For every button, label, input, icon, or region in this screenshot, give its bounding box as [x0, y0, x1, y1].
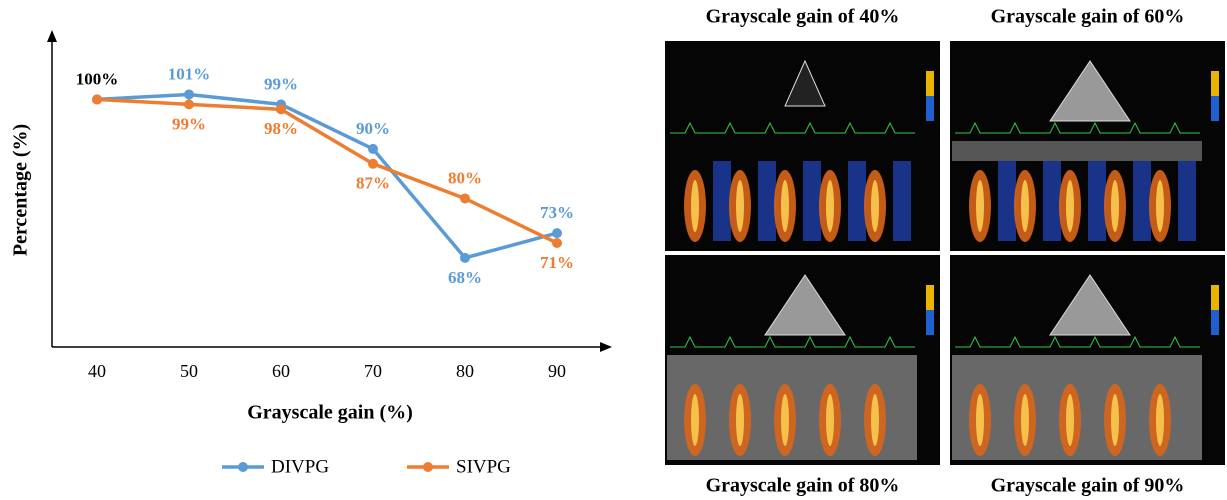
point: [184, 89, 194, 100]
value-label: 73%: [540, 203, 574, 222]
doppler-core: [691, 180, 699, 232]
blue-flow: [803, 161, 821, 241]
y-axis-label: Percentage (%): [10, 124, 32, 256]
x-arrow: [600, 342, 612, 352]
colorbar-low: [1211, 96, 1219, 121]
point: [276, 104, 286, 115]
point: [368, 143, 378, 154]
sector: [1049, 60, 1131, 122]
point: [552, 238, 562, 249]
value-label: 99%: [264, 74, 298, 93]
point: [552, 228, 562, 239]
doppler-core: [1066, 394, 1074, 446]
doppler-core: [976, 394, 984, 446]
mmode-gray: [952, 141, 1202, 161]
point: [460, 193, 470, 204]
value-label: 87%: [356, 174, 390, 193]
x-tick-label: 70: [364, 361, 382, 381]
blue-flow: [848, 161, 866, 241]
point: [460, 252, 470, 263]
panel-title: Grayscale gain of 80%: [706, 475, 900, 497]
point: [92, 94, 102, 105]
panel-title: Grayscale gain of 90%: [991, 475, 1185, 497]
value-label: 98%: [264, 119, 298, 138]
sector: [764, 274, 846, 336]
blue-flow: [998, 161, 1016, 241]
x-tick-label: 90: [548, 361, 566, 381]
ecg: [670, 121, 915, 134]
x-tick-label: 80: [456, 361, 474, 381]
doppler-core: [976, 180, 984, 232]
doppler-core: [871, 394, 879, 446]
panel-title: Grayscale gain of 60%: [991, 6, 1185, 28]
legend-label: SIVPG: [456, 456, 511, 477]
ecg: [955, 121, 1200, 134]
sector: [784, 59, 826, 107]
doppler-core: [1111, 394, 1119, 446]
doppler-core: [1066, 180, 1074, 232]
doppler-core: [691, 394, 699, 446]
value-label: 71%: [540, 253, 574, 272]
doppler-core: [871, 180, 879, 232]
y-arrow: [47, 30, 57, 42]
series-line: [96, 92, 558, 260]
blue-flow: [1178, 161, 1196, 241]
x-axis-label: Grayscale gain (%): [247, 402, 413, 424]
legend-marker: [423, 462, 433, 472]
blue-flow: [1088, 161, 1106, 241]
legend-label: DIVPG: [271, 456, 329, 477]
doppler-core: [1156, 180, 1164, 232]
ecg: [955, 335, 1200, 348]
panel-title: Grayscale gain of 40%: [706, 6, 900, 28]
series-line: [96, 97, 558, 245]
value-label: 101%: [168, 64, 211, 83]
doppler-core: [781, 394, 789, 446]
blue-flow: [713, 161, 731, 241]
x-tick-label: 40: [88, 361, 106, 381]
x-tick-label: 60: [272, 361, 290, 381]
point: [184, 99, 194, 110]
colorbar-low: [926, 96, 934, 121]
doppler-core: [826, 180, 834, 232]
blue-flow: [1043, 161, 1061, 241]
blue-flow: [758, 161, 776, 241]
x-tick-label: 50: [180, 361, 198, 381]
value-label: 80%: [448, 168, 482, 187]
legend-marker: [238, 462, 248, 472]
value-label: 99%: [172, 114, 206, 133]
doppler-core: [1021, 180, 1029, 232]
value-label: 100%: [76, 69, 119, 88]
sector: [1049, 274, 1131, 336]
value-label: 68%: [448, 268, 482, 287]
colorbar-low: [1211, 310, 1219, 335]
doppler-core: [781, 180, 789, 232]
doppler-core: [736, 180, 744, 232]
value-label: 90%: [356, 119, 390, 138]
doppler-core: [1156, 394, 1164, 446]
doppler-core: [736, 394, 744, 446]
point: [368, 158, 378, 169]
doppler-core: [1021, 394, 1029, 446]
doppler-core: [826, 394, 834, 446]
colorbar-low: [926, 310, 934, 335]
blue-flow: [1133, 161, 1151, 241]
blue-flow: [893, 161, 911, 241]
doppler-core: [1111, 180, 1119, 232]
ecg: [670, 335, 915, 348]
